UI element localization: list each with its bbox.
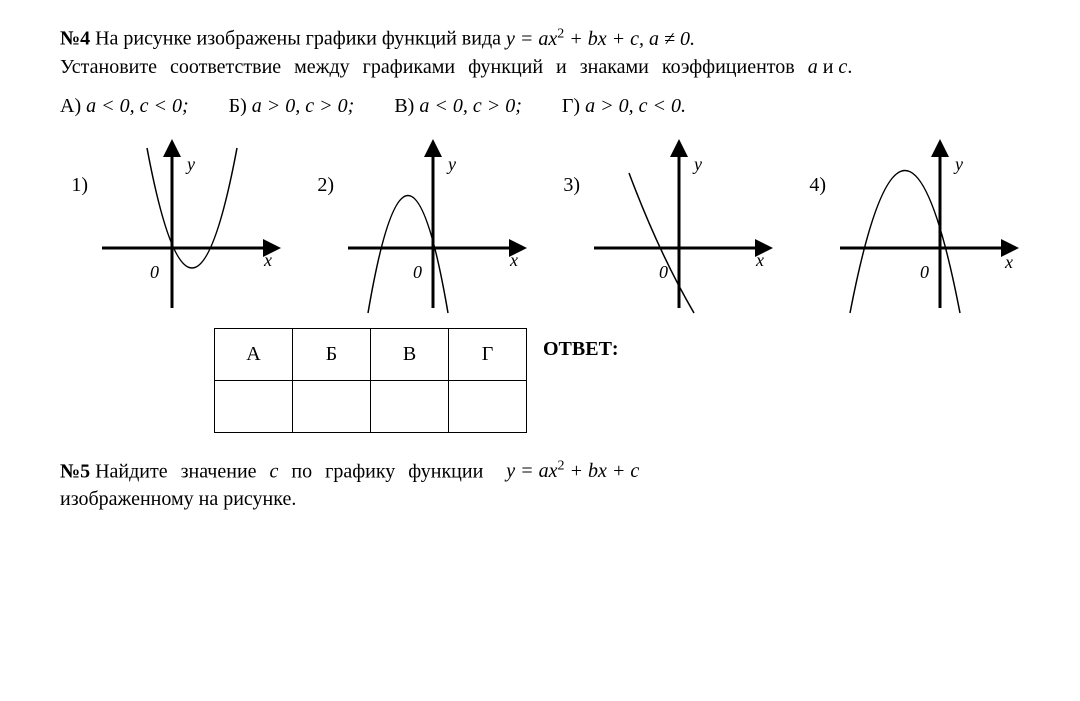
chart-3-num: 3) [552,138,580,197]
coef-a: a [808,56,818,78]
options-row: А) a < 0, c < 0; Б) a > 0, c > 0; В) a <… [60,95,1020,118]
answer-table: А Б В Г [214,328,527,433]
chart-1-cell: 1) y x 0 [60,138,282,318]
answer-header-g: Г [449,328,527,380]
chart-1-origin: 0 [150,262,159,282]
answer-area: А Б В Г ОТВЕТ: [214,328,1020,433]
chart-1-x-label: x [263,250,272,270]
answer-cell-a[interactable] [215,380,293,432]
problem-5-formula-b: + bx + c [565,460,640,482]
chart-1-y-label: y [185,154,195,174]
chart-4-num: 4) [798,138,826,197]
problem-4-text-2: Установите соответствие между графиками … [60,56,808,78]
chart-2-origin: 0 [413,262,422,282]
problem-5: №5 Найдите значение c по графику функции… [60,457,1020,514]
answer-header-a: А [215,328,293,380]
chart-2-y-label: y [446,154,456,174]
chart-4-x-label: x [1004,252,1013,272]
chart-4-cell: 4) y x 0 [798,138,1020,318]
option-b: Б) a > 0, c > 0; [229,95,355,118]
chart-2: y x 0 [338,138,528,318]
chart-3-origin: 0 [659,262,668,282]
answer-header-v: В [371,328,449,380]
charts-row: 1) y x 0 2) [60,138,1020,318]
answer-cell-g[interactable] [449,380,527,432]
chart-1: y x 0 [92,138,282,318]
problem-4: №4 На рисунке изображены графики функций… [60,24,1020,81]
problem-5-label: №5 [60,460,90,482]
option-g: Г) a > 0, c < 0. [562,95,686,118]
chart-2-cell: 2) y x 0 [306,138,528,318]
formula-1b: + bx + c, a ≠ 0. [564,28,695,50]
answer-cell-b[interactable] [293,380,371,432]
problem-5-formula-a: y = ax [506,460,557,482]
problem-4-label: №4 [60,28,90,50]
chart-1-num: 1) [60,138,88,197]
chart-4-y-label: y [953,154,963,174]
option-v: В) a < 0, c > 0; [394,95,522,118]
answer-header-b: Б [293,328,371,380]
chart-4-origin: 0 [920,262,929,282]
answer-cell-v[interactable] [371,380,449,432]
problem-5-text-1: Найдите значение [95,460,269,482]
problem-5-text-2: по графику функции [278,460,496,482]
problem-5-formula-sup: 2 [558,459,565,474]
problem-5-text-3: изображенному на рисунке. [60,488,296,510]
chart-3-x-label: x [755,250,764,270]
chart-3-cell: 3) y x 0 [552,138,774,318]
chart-3: y x 0 [584,138,774,318]
formula-1a: y = ax [506,28,557,50]
answer-label: ОТВЕТ: [543,328,619,361]
chart-3-y-label: y [692,154,702,174]
chart-2-num: 2) [306,138,334,197]
and-text: и [818,56,839,78]
problem-4-text-1: На рисунке изображены графики функций ви… [95,28,506,50]
coef-c: c [838,56,847,78]
option-a: А) a < 0, c < 0; [60,95,189,118]
chart-2-x-label: x [509,250,518,270]
period: . [847,56,852,78]
chart-4: y x 0 [830,138,1020,318]
